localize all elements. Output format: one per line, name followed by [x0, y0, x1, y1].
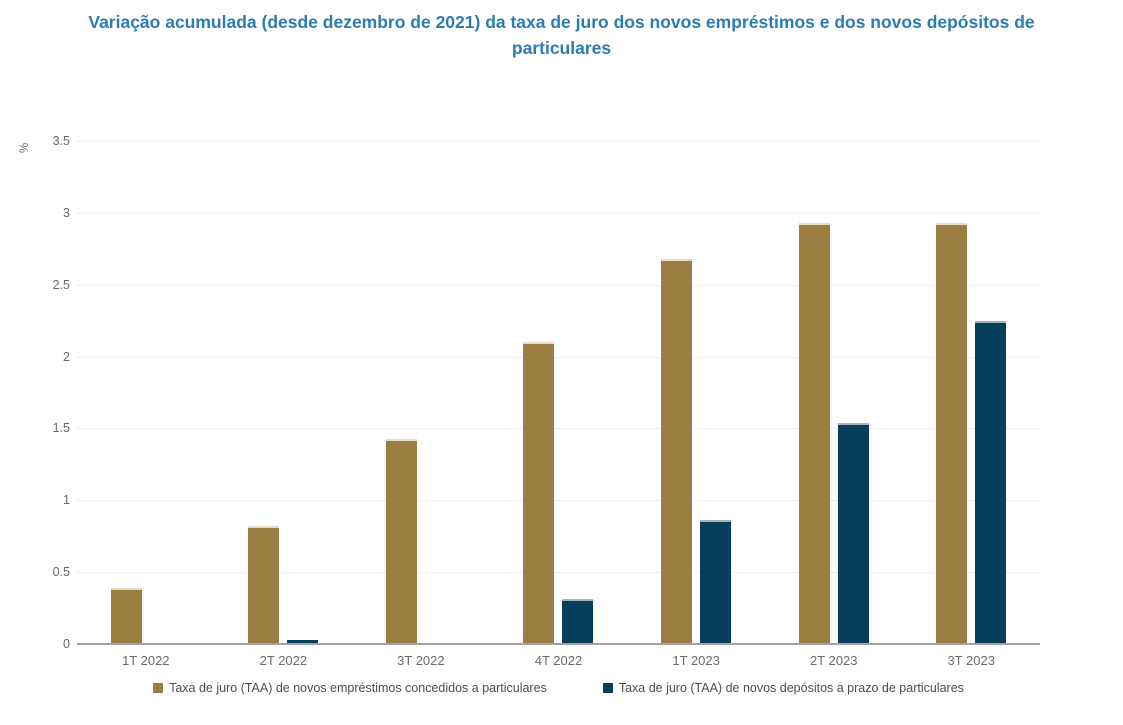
legend-item-emprestimos[interactable]: Taxa de juro (TAA) de novos empréstimos … [153, 681, 547, 695]
category-group-1t-2022 [77, 141, 215, 644]
x-tick-label-2t-2023: 2T 2023 [809, 653, 858, 668]
legend: Taxa de juro (TAA) de novos empréstimos … [77, 681, 1040, 695]
legend-swatch-depositos-icon [602, 683, 613, 693]
bar-emprestimos-3t-2023[interactable] [936, 222, 968, 644]
bar-depositos-1t-2023[interactable] [700, 520, 732, 644]
x-tick-label-2t-2022: 2T 2022 [259, 653, 308, 668]
chart-title: Variação acumulada (desde dezembro de 20… [0, 9, 1123, 61]
x-tick-label-4t-2022: 4T 2022 [534, 653, 583, 668]
gridline [77, 500, 1040, 502]
bar-depositos-4t-2022[interactable] [562, 599, 594, 644]
x-axis-labels: 1T 2022 2T 2022 3T 2022 4T 2022 1T 2023 2T 20… [77, 653, 1040, 671]
category-group-4t-2022 [490, 141, 628, 644]
category-group-2t-2022 [215, 141, 353, 644]
y-tick-label: 0 [63, 637, 70, 651]
chart-title-line1: Variação acumulada (desde dezembro de 20… [88, 12, 1035, 32]
category-group-3t-2022 [352, 141, 490, 644]
gridline [77, 212, 1040, 214]
gridline [77, 356, 1040, 358]
bar-emprestimos-3t-2022[interactable] [385, 438, 417, 644]
legend-label-depositos: Taxa de juro (TAA) de novos depósitos a … [618, 681, 964, 695]
y-tick-label: 3.5 [52, 134, 70, 148]
bar-emprestimos-1t-2022[interactable] [110, 588, 142, 644]
x-tick-label-3t-2022: 3T 2022 [397, 653, 445, 668]
plot-area [77, 141, 1040, 645]
legend-label-emprestimos: Taxa de juro (TAA) de novos empréstimos … [169, 681, 547, 695]
bar-depositos-2t-2023[interactable] [837, 422, 869, 644]
gridline [77, 284, 1040, 286]
y-tick-label: 1.5 [52, 421, 70, 436]
category-group-1t-2023 [627, 141, 765, 644]
x-tick-label-1t-2022: 1T 2022 [122, 653, 170, 668]
y-tick-label: 2.5 [52, 277, 70, 292]
y-tick-label: 2 [63, 349, 70, 364]
x-tick-label-3t-2023: 3T 2023 [947, 653, 995, 668]
y-tick-label: 3 [63, 205, 70, 220]
bar-depositos-3t-2023[interactable] [975, 320, 1007, 644]
legend-item-depositos[interactable]: Taxa de juro (TAA) de novos depósitos a … [602, 681, 964, 695]
bar-emprestimos-2t-2022[interactable] [248, 526, 280, 644]
bar-emprestimos-2t-2023[interactable] [798, 222, 830, 644]
gridline [77, 428, 1040, 430]
gridline [77, 141, 1040, 142]
chart-title-line2: particulares [511, 38, 612, 58]
gridline [77, 572, 1040, 574]
y-tick-label: 1 [63, 493, 70, 508]
x-axis-line [77, 643, 1040, 645]
x-tick-label-1t-2023: 1T 2023 [672, 653, 720, 668]
bar-depositos-2t-2022[interactable] [287, 639, 319, 644]
category-group-3t-2023 [902, 141, 1040, 644]
legend-swatch-emprestimos-icon [153, 683, 164, 693]
bar-emprestimos-1t-2023[interactable] [661, 258, 693, 644]
category-group-2t-2023 [765, 141, 903, 644]
y-tick-label: 0.5 [52, 565, 70, 580]
bar-emprestimos-4t-2022[interactable] [523, 342, 555, 644]
